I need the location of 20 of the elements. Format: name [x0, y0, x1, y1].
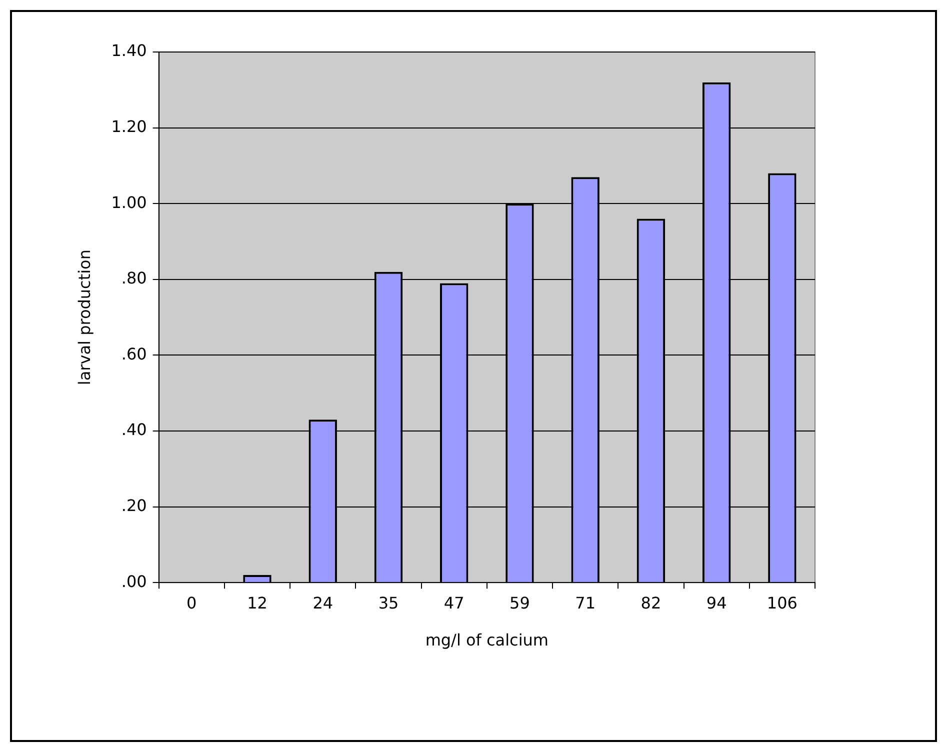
y-tick-label: 1.20 — [111, 116, 147, 136]
y-axis-title: larval production — [74, 250, 94, 386]
x-tick-label: 106 — [766, 593, 798, 612]
x-tick-label: 47 — [444, 593, 464, 612]
x-tick-label: 82 — [640, 593, 662, 612]
x-tick-label: 35 — [378, 593, 399, 612]
x-tick-label: 12 — [247, 593, 268, 612]
y-tick-label: .40 — [121, 420, 147, 440]
y-tick-label: .80 — [121, 268, 147, 288]
y-tick-label: 1.00 — [111, 192, 147, 212]
x-tick-label: 71 — [575, 593, 596, 612]
x-tick-label: 0 — [186, 593, 197, 612]
x-axis-title: mg/l of calcium — [425, 630, 549, 650]
x-tick-label: 94 — [706, 593, 727, 612]
y-tick-label: 1.40 — [111, 41, 147, 60]
x-tick-label: 59 — [510, 593, 530, 612]
x-tick-label: 24 — [312, 593, 334, 612]
y-tick-label: .60 — [121, 344, 147, 364]
y-tick-label: .00 — [121, 572, 147, 591]
y-tick-label: .20 — [121, 496, 147, 515]
